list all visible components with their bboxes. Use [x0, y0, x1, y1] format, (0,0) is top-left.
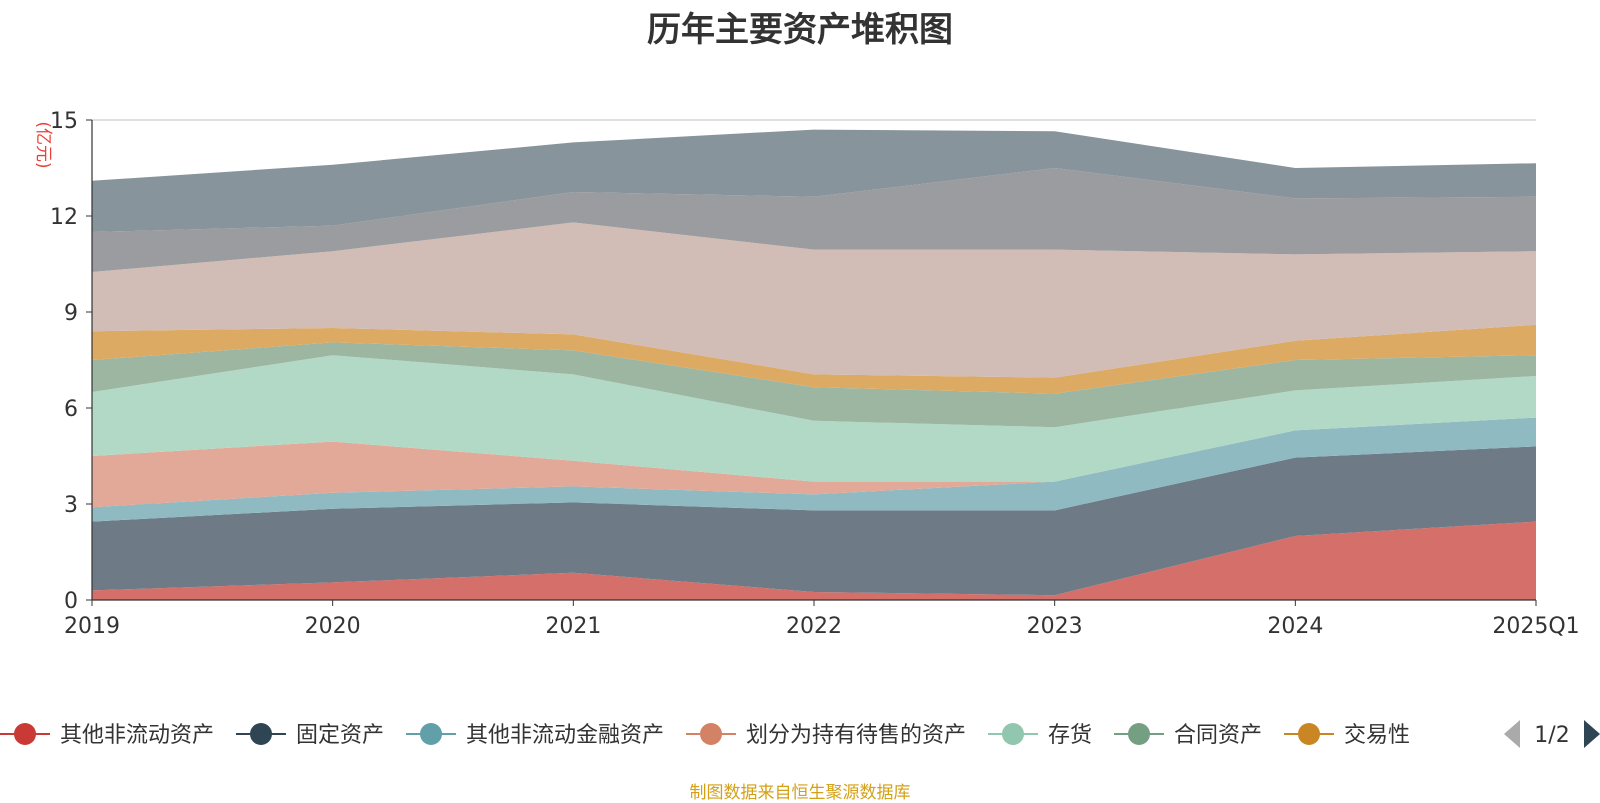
legend-circle-marker	[420, 723, 442, 745]
legend-label: 其他非流动资产	[60, 723, 214, 748]
y-tick-label-1: 3	[64, 493, 78, 518]
legend-label: 存货	[1048, 723, 1092, 748]
area-series-1	[92, 446, 1536, 596]
legend-circle-marker	[700, 723, 722, 745]
prev-page-icon[interactable]	[1504, 720, 1520, 748]
area-series-7	[92, 222, 1536, 378]
legend-label: 固定资产	[296, 723, 384, 748]
data-source-footer: 制图数据来自恒生聚源数据库	[689, 783, 911, 803]
y-axis-unit-label: (亿元)	[33, 121, 53, 168]
x-tick-label-3: 2022	[786, 614, 842, 639]
area-series-4	[92, 355, 1536, 482]
legend-item-3[interactable]: 划分为持有待售的资产	[686, 723, 966, 748]
legend-circle-marker	[14, 723, 36, 745]
legend-circle-marker	[250, 723, 272, 745]
axes: 0 3 6 9 12 15 2019 2020 2021 2022 2023 2024 2025Q1	[50, 109, 1580, 639]
x-tick-label-5: 2024	[1267, 614, 1323, 639]
legend-label: 其他非流动金融资产	[466, 723, 664, 748]
area-series-2	[92, 417, 1536, 522]
legend-label: 交易性	[1344, 723, 1410, 748]
legend-circle-marker	[1298, 723, 1320, 745]
legend-page-indicator: 1/2	[1534, 723, 1569, 748]
legend-label: 划分为持有待售的资产	[746, 723, 966, 748]
legend: 其他非流动资产 固定资产 其他非流动金融资产 划分为持有待售的资产 存货 合同资产 交易性 1…	[0, 720, 1600, 748]
x-tick-label-4: 2023	[1027, 614, 1083, 639]
legend-label: 合同资产	[1174, 723, 1262, 748]
x-tick-label-6: 2025Q1	[1492, 614, 1579, 639]
y-tick-label-2: 6	[64, 397, 78, 422]
legend-item-0[interactable]: 其他非流动资产	[0, 723, 214, 748]
legend-circle-marker	[1128, 723, 1150, 745]
area-series-5	[92, 342, 1536, 428]
legend-item-5[interactable]: 合同资产	[1114, 723, 1262, 748]
legend-circle-marker	[1002, 723, 1024, 745]
legend-item-1[interactable]: 固定资产	[236, 723, 384, 748]
legend-item-6[interactable]: 交易性	[1284, 723, 1410, 748]
area-series-9	[92, 129, 1536, 232]
y-tick-label-5: 15	[50, 109, 78, 134]
chart-title: 历年主要资产堆积图	[647, 10, 953, 50]
legend-item-2[interactable]: 其他非流动金融资产	[406, 723, 664, 748]
y-tick-label-3: 9	[64, 301, 78, 326]
area-series-3	[92, 417, 1536, 508]
next-page-icon[interactable]	[1584, 720, 1600, 748]
x-tick-label-1: 2020	[305, 614, 361, 639]
area-series-0	[92, 521, 1536, 600]
y-tick-label-0: 0	[64, 589, 78, 614]
area-series-8	[92, 168, 1536, 272]
x-tick-label-0: 2019	[64, 614, 120, 639]
area-series-6	[92, 324, 1536, 394]
x-tick-label-2: 2021	[545, 614, 601, 639]
legend-item-4[interactable]: 存货	[988, 723, 1092, 748]
y-tick-label-4: 12	[50, 205, 78, 230]
area-series	[92, 129, 1536, 600]
